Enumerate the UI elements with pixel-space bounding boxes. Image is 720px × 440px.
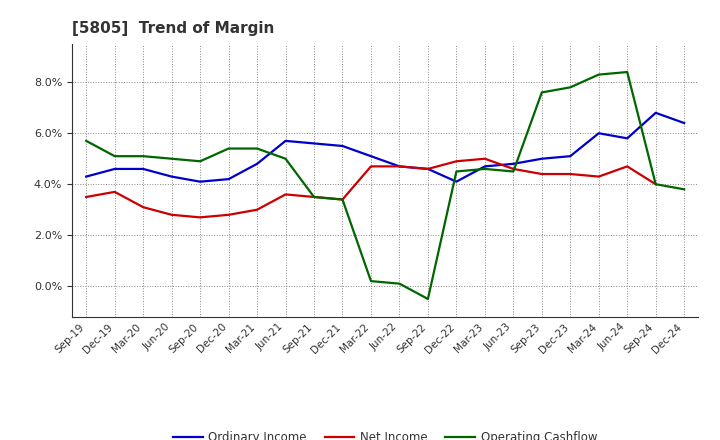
Operating Cashflow (225, 146, 233, 151)
Operating Cashflow (566, 85, 575, 90)
Operating Cashflow (395, 281, 404, 286)
Line: Net Income: Net Income (86, 159, 656, 217)
Ordinary Income (509, 161, 518, 166)
Text: [5805]  Trend of Margin: [5805] Trend of Margin (72, 21, 274, 36)
Net Income (423, 166, 432, 172)
Operating Cashflow (282, 156, 290, 161)
Net Income (480, 156, 489, 161)
Operating Cashflow (480, 166, 489, 172)
Net Income (139, 205, 148, 210)
Net Income (509, 166, 518, 172)
Operating Cashflow (652, 182, 660, 187)
Ordinary Income (623, 136, 631, 141)
Ordinary Income (423, 166, 432, 172)
Ordinary Income (537, 156, 546, 161)
Ordinary Income (282, 138, 290, 143)
Net Income (338, 197, 347, 202)
Net Income (566, 172, 575, 177)
Ordinary Income (196, 179, 204, 184)
Net Income (196, 215, 204, 220)
Operating Cashflow (537, 90, 546, 95)
Ordinary Income (82, 174, 91, 179)
Operating Cashflow (253, 146, 261, 151)
Operating Cashflow (595, 72, 603, 77)
Net Income (225, 212, 233, 217)
Ordinary Income (680, 121, 688, 126)
Ordinary Income (110, 166, 119, 172)
Ordinary Income (139, 166, 148, 172)
Operating Cashflow (139, 154, 148, 159)
Ordinary Income (366, 154, 375, 159)
Operating Cashflow (167, 156, 176, 161)
Operating Cashflow (110, 154, 119, 159)
Net Income (310, 194, 318, 200)
Net Income (82, 194, 91, 200)
Operating Cashflow (423, 296, 432, 301)
Ordinary Income (595, 131, 603, 136)
Line: Operating Cashflow: Operating Cashflow (86, 72, 684, 299)
Operating Cashflow (623, 70, 631, 75)
Net Income (452, 159, 461, 164)
Net Income (366, 164, 375, 169)
Net Income (537, 172, 546, 177)
Net Income (623, 164, 631, 169)
Operating Cashflow (452, 169, 461, 174)
Legend: Ordinary Income, Net Income, Operating Cashflow: Ordinary Income, Net Income, Operating C… (168, 426, 602, 440)
Net Income (167, 212, 176, 217)
Operating Cashflow (509, 169, 518, 174)
Operating Cashflow (196, 159, 204, 164)
Ordinary Income (338, 143, 347, 149)
Operating Cashflow (680, 187, 688, 192)
Net Income (395, 164, 404, 169)
Ordinary Income (652, 110, 660, 115)
Line: Ordinary Income: Ordinary Income (86, 113, 684, 182)
Net Income (595, 174, 603, 179)
Net Income (652, 182, 660, 187)
Ordinary Income (253, 161, 261, 166)
Ordinary Income (452, 179, 461, 184)
Operating Cashflow (338, 197, 347, 202)
Ordinary Income (566, 154, 575, 159)
Ordinary Income (395, 164, 404, 169)
Net Income (253, 207, 261, 213)
Operating Cashflow (366, 279, 375, 284)
Operating Cashflow (82, 138, 91, 143)
Operating Cashflow (310, 194, 318, 200)
Ordinary Income (167, 174, 176, 179)
Net Income (282, 192, 290, 197)
Ordinary Income (480, 164, 489, 169)
Ordinary Income (310, 141, 318, 146)
Net Income (110, 189, 119, 194)
Ordinary Income (225, 176, 233, 182)
